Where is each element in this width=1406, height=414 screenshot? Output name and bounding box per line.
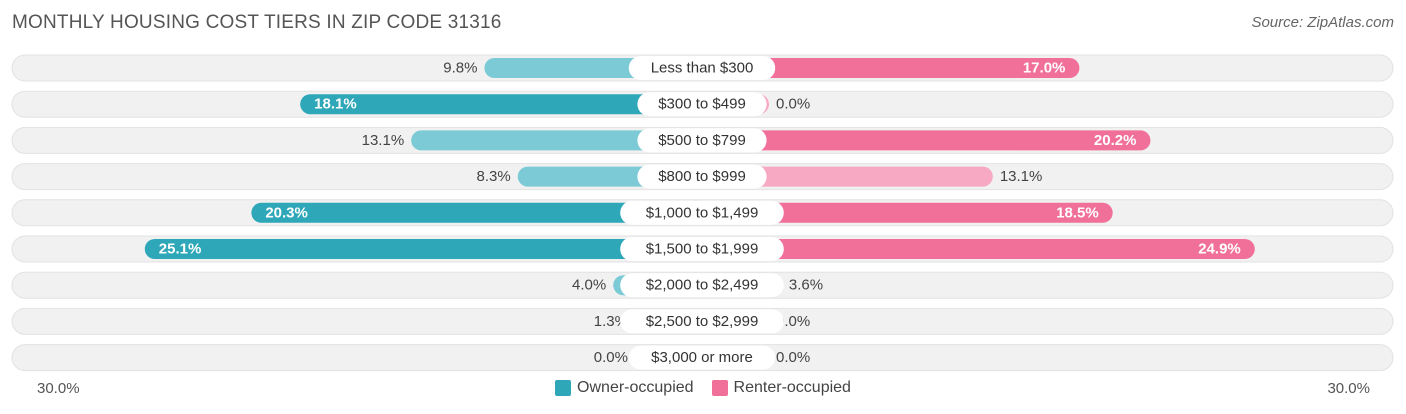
- renter-value-label: 13.1%: [1000, 168, 1043, 185]
- category-label-pill: [637, 128, 767, 153]
- category-label: Less than $300: [651, 60, 754, 77]
- chart-title: MONTHLY HOUSING COST TIERS IN ZIP CODE 3…: [12, 12, 502, 33]
- owner-value-label: 25.1%: [159, 241, 202, 258]
- chart-source: Source: ZipAtlas.com: [1251, 14, 1394, 31]
- renter-value-label: 18.5%: [1056, 204, 1099, 221]
- owner-value-label: 1.3%: [594, 313, 628, 330]
- category-label-pill: [637, 92, 767, 117]
- renter-value-label: 17.0%: [1023, 60, 1066, 77]
- category-label-pill: [637, 164, 767, 189]
- category-label: $1,500 to $1,999: [646, 241, 759, 258]
- owner-value-label: 9.8%: [443, 60, 477, 77]
- renter-bar: [702, 166, 993, 187]
- category-label-pill: [620, 200, 784, 225]
- owner-value-label: 20.3%: [265, 204, 308, 221]
- owner-value-label: 18.1%: [314, 96, 357, 113]
- category-label: $2,000 to $2,499: [646, 277, 759, 294]
- owner-bar: [251, 202, 702, 223]
- owner-value-label: 13.1%: [362, 132, 405, 149]
- owner-bar: [144, 239, 702, 259]
- category-label-pill: [628, 345, 776, 370]
- owner-value-label: 0.0%: [594, 349, 628, 366]
- owner-bar: [300, 94, 702, 115]
- category-label: $3,000 or more: [651, 349, 753, 366]
- renter-value-label: 20.2%: [1094, 132, 1137, 149]
- legend: Owner-occupied Renter-occupied: [0, 379, 1406, 397]
- owner-bar: [411, 130, 702, 151]
- category-label-pill: [620, 309, 784, 334]
- renter-bar: [702, 239, 1255, 259]
- category-label: $500 to $799: [658, 132, 746, 149]
- category-label: $2,500 to $2,999: [646, 313, 759, 330]
- owner-value-label: 4.0%: [572, 277, 606, 294]
- owner-value-label: 8.3%: [477, 168, 511, 185]
- category-label-pill: [620, 237, 784, 261]
- category-label-pill: [620, 273, 784, 298]
- legend-swatch-renter: [711, 380, 728, 396]
- axis-min-label: 30.0%: [37, 380, 80, 397]
- axis-max-label: 30.0%: [1327, 380, 1370, 397]
- legend-item-renter: Renter-occupied: [711, 379, 851, 397]
- category-label: $300 to $499: [658, 96, 746, 113]
- renter-bar: [702, 202, 1113, 223]
- renter-value-label: 3.6%: [789, 277, 823, 294]
- category-label-pill: [628, 56, 776, 80]
- renter-value-label: 24.9%: [1198, 241, 1241, 258]
- legend-label-renter: Renter-occupied: [733, 379, 851, 396]
- legend-label-owner: Owner-occupied: [577, 379, 694, 396]
- renter-bar: [702, 130, 1151, 151]
- category-label: $1,000 to $1,499: [646, 204, 759, 221]
- renter-value-label: 0.0%: [776, 313, 810, 330]
- renter-bar: [702, 58, 1080, 78]
- renter-value-label: 0.0%: [776, 96, 810, 113]
- category-label: $800 to $999: [658, 168, 746, 185]
- renter-value-label: 0.0%: [776, 349, 810, 366]
- legend-item-owner: Owner-occupied: [555, 379, 694, 397]
- legend-swatch-owner: [555, 380, 572, 396]
